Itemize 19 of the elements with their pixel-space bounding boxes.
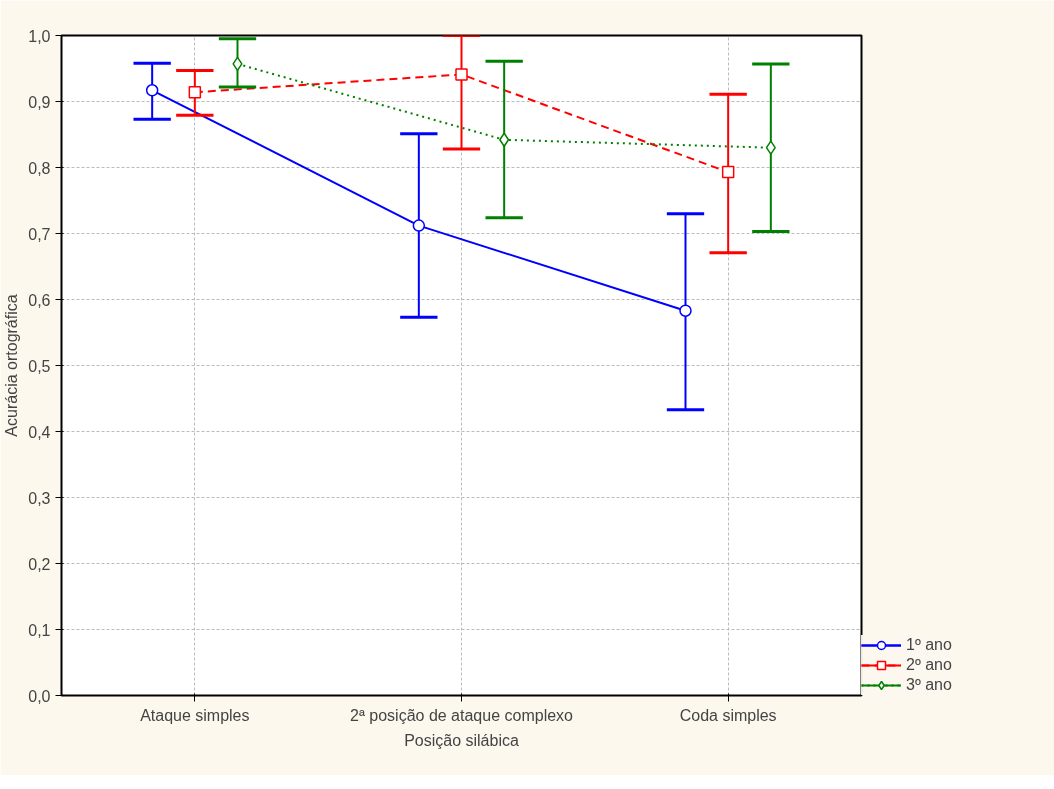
- x-axis-title: Posição silábica: [404, 731, 519, 749]
- legend-label: 1º ano: [906, 636, 952, 654]
- x-tick-label: 2ª posição de ataque complexo: [350, 706, 574, 724]
- legend-label: 2º ano: [906, 656, 952, 674]
- y-tick-label: 0,8: [28, 159, 51, 177]
- y-tick-label: 0,2: [28, 555, 51, 573]
- y-tick-label: 0,6: [28, 291, 51, 309]
- y-tick-label: 0,0: [28, 687, 51, 705]
- x-tick-label: Ataque simples: [140, 706, 250, 724]
- y-tick-label: 0,4: [28, 423, 51, 441]
- x-tick-label: Coda simples: [679, 706, 777, 724]
- y-tick-label: 0,9: [28, 93, 51, 111]
- y-tick-label: 0,1: [28, 621, 51, 639]
- y-tick-label: 0,3: [28, 489, 51, 507]
- y-axis-title: Acurácia ortográfica: [3, 294, 21, 437]
- y-tick-label: 1,0: [28, 27, 51, 45]
- y-tick-label: 0,5: [28, 357, 51, 375]
- y-tick-label: 0,7: [28, 225, 51, 243]
- legend-label: 3º ano: [906, 676, 952, 694]
